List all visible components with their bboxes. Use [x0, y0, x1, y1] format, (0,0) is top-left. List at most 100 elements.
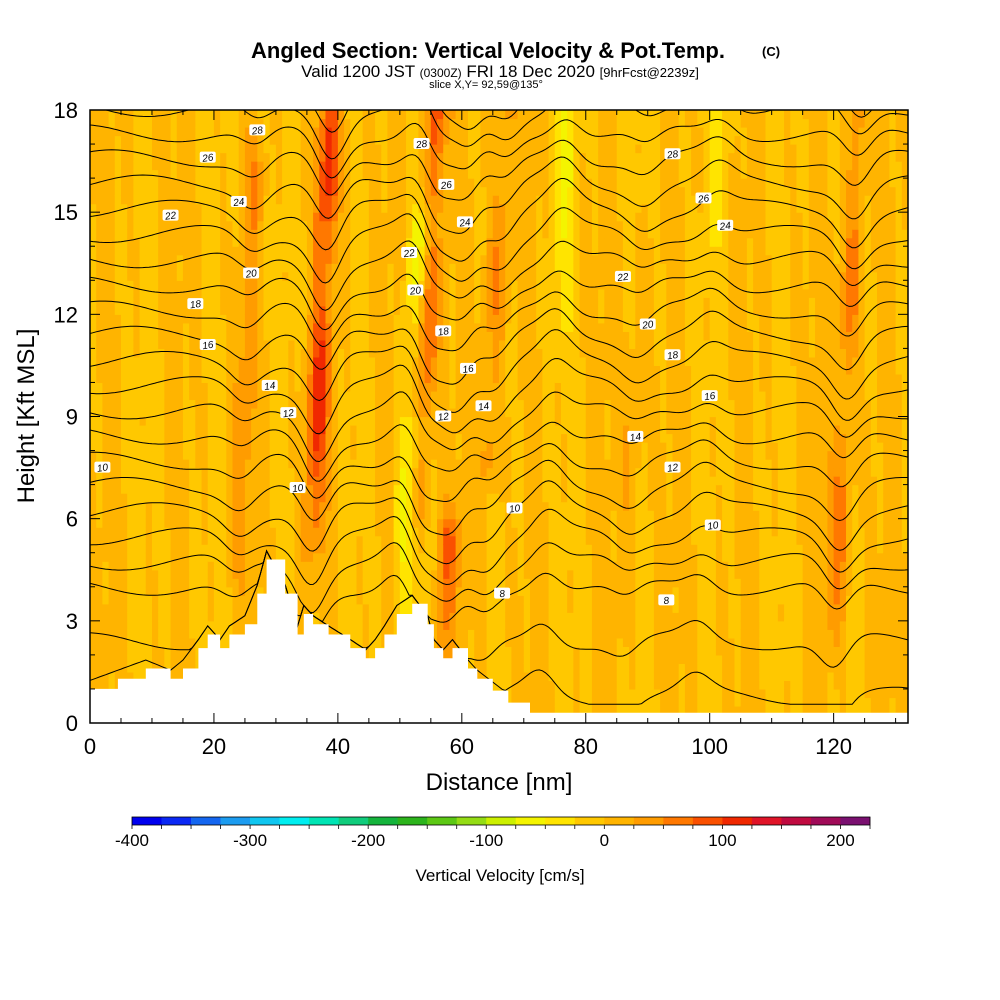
field-cell — [375, 612, 382, 622]
field-cell — [362, 373, 370, 384]
field-cell — [102, 603, 110, 613]
field-cell — [331, 493, 339, 503]
field-cell — [486, 144, 494, 154]
field-cell — [127, 416, 134, 426]
field-cell — [139, 110, 147, 120]
field-cell — [356, 552, 364, 562]
field-cell — [455, 544, 463, 554]
field-cell — [393, 297, 401, 307]
field-cell — [96, 493, 103, 503]
field-cell — [151, 373, 159, 384]
field-cell — [275, 450, 283, 460]
field-cell — [511, 654, 519, 664]
field-cell — [511, 305, 519, 315]
field-cell — [325, 459, 333, 469]
field-cell — [288, 390, 296, 401]
field-cell — [151, 501, 159, 511]
field-cell — [443, 603, 451, 613]
field-cell — [418, 382, 426, 392]
field-cell — [492, 561, 500, 571]
field-cell — [319, 195, 327, 205]
field-cell — [213, 246, 221, 256]
field-cell — [362, 535, 370, 545]
field-cell — [313, 442, 320, 452]
field-cell — [449, 161, 457, 171]
field-cell — [114, 373, 122, 384]
field-cell — [226, 416, 234, 426]
field-cell — [170, 305, 178, 315]
field-cell — [114, 135, 122, 145]
field-cell — [114, 544, 122, 554]
field-cell — [251, 518, 258, 528]
field-cell — [226, 433, 234, 443]
field-cell — [300, 595, 308, 605]
field-cell — [195, 152, 203, 162]
field-cell — [294, 169, 302, 179]
field-cell — [381, 390, 389, 401]
field-cell — [499, 467, 506, 477]
field-cell — [96, 254, 103, 264]
field-cell — [145, 186, 153, 196]
field-cell — [319, 518, 327, 528]
field-cell — [455, 476, 463, 486]
field-cell — [387, 322, 395, 332]
field-cell — [263, 552, 271, 562]
field-cell — [96, 578, 103, 588]
field-cell — [294, 110, 302, 120]
field-cell — [151, 203, 159, 213]
field-cell — [387, 356, 395, 367]
field-cell — [120, 407, 128, 418]
field-cell — [127, 569, 134, 579]
field-cell — [133, 518, 141, 528]
field-cell — [120, 118, 128, 128]
field-cell — [213, 348, 221, 358]
field-cell — [325, 339, 333, 349]
field-cell — [90, 271, 97, 281]
field-cell — [443, 118, 451, 128]
field-cell — [468, 348, 475, 358]
field-cell — [480, 314, 488, 324]
field-cell — [213, 373, 221, 384]
field-cell — [158, 220, 165, 230]
field-cell — [90, 561, 97, 571]
field-cell — [238, 595, 246, 605]
field-cell — [220, 305, 227, 315]
field-cell — [90, 169, 97, 179]
field-cell — [449, 467, 457, 477]
field-cell — [412, 390, 420, 401]
field-cell — [375, 110, 382, 120]
field-cell — [368, 467, 376, 477]
field-cell — [412, 416, 420, 426]
field-cell — [499, 459, 506, 469]
field-cell — [90, 127, 97, 137]
field-cell — [319, 305, 327, 315]
field-cell — [399, 254, 407, 264]
field-cell — [325, 620, 333, 630]
field-cell — [499, 493, 506, 503]
field-cell — [145, 203, 153, 213]
field-cell — [381, 442, 389, 452]
field-cell — [356, 569, 364, 579]
field-cell — [474, 195, 482, 205]
field-cell — [300, 297, 308, 307]
field-cell — [430, 305, 438, 315]
field-cell — [282, 271, 289, 281]
field-cell — [300, 382, 308, 392]
field-cell — [151, 365, 159, 375]
field-cell — [368, 186, 376, 196]
field-cell — [114, 663, 122, 673]
field-cell — [182, 612, 190, 622]
field-cell — [461, 629, 469, 639]
field-cell — [424, 527, 432, 537]
field-cell — [201, 476, 209, 486]
field-cell — [288, 314, 296, 324]
field-cell — [269, 416, 277, 426]
field-cell — [282, 339, 289, 349]
field-cell — [350, 510, 358, 520]
field-cell — [102, 322, 110, 332]
field-cell — [437, 305, 444, 315]
field-cell — [257, 339, 265, 349]
field-cell — [120, 433, 128, 443]
field-cell — [127, 493, 134, 503]
field-cell — [499, 144, 506, 154]
